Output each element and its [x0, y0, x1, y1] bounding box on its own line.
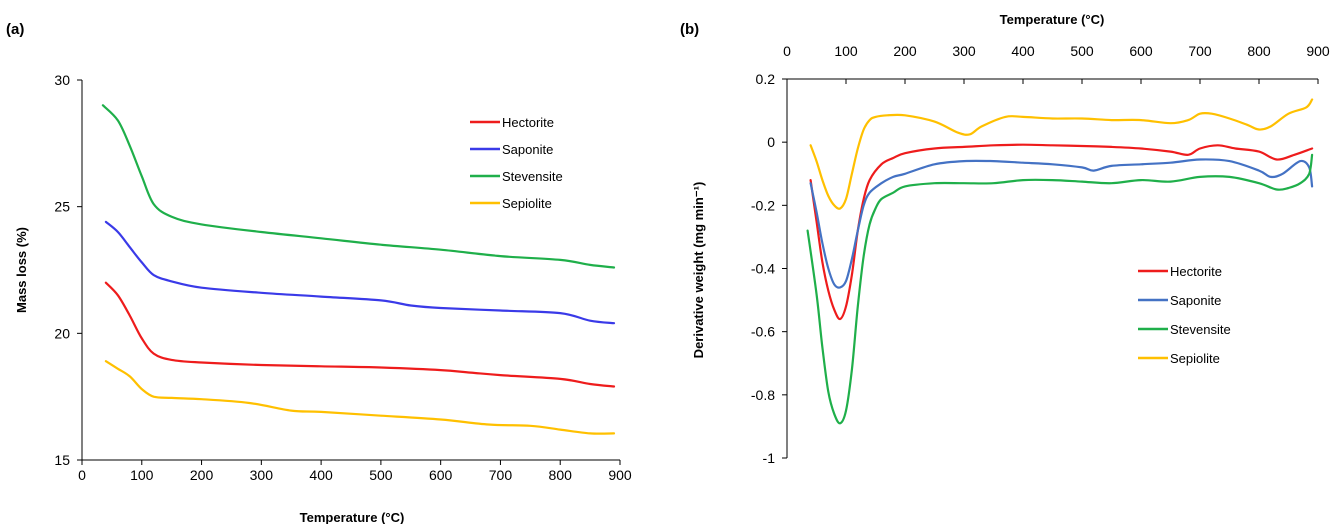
x-tick-label-b: 800 [1247, 43, 1271, 59]
y-tick-label-a: 15 [54, 452, 70, 468]
y-axis-title-b: Derivative weight (mg min⁻¹) [691, 182, 706, 359]
x-tick-label-a: 700 [489, 467, 513, 483]
x-tick-label-b: 700 [1188, 43, 1212, 59]
x-tick-label-b: 100 [834, 43, 858, 59]
x-tick-label-a: 100 [130, 467, 154, 483]
x-axis-title-b: Temperature (°C) [1000, 12, 1105, 27]
legend-label-sepiolite-a: Sepiolite [502, 196, 552, 211]
legend-label-saponite-b: Saponite [1170, 293, 1221, 308]
legend-label-hectorite-a: Hectorite [502, 115, 554, 130]
series-line-saponite-b [809, 158, 1314, 289]
x-axis-title-a: Temperature (°C) [300, 510, 405, 524]
x-tick-label-b: 900 [1306, 43, 1330, 59]
series-line-hectorite-b [809, 143, 1314, 321]
y-tick-label-a: 30 [54, 72, 70, 88]
x-tick-label-a: 800 [549, 467, 573, 483]
y-tick-label-b: -0.4 [751, 261, 775, 277]
series-line-sepiolite-a [104, 360, 616, 435]
legend-label-stevensite-b: Stevensite [1170, 322, 1231, 337]
x-tick-label-b: 600 [1129, 43, 1153, 59]
panel-label-b: (b) [680, 21, 699, 38]
y-axis-title-a: Mass loss (%) [14, 227, 29, 313]
series-line-saponite-a [104, 220, 616, 325]
y-tick-label-b: 0 [767, 134, 775, 150]
legend-a: Hectorite Saponite Stevensite Sepiolite [470, 115, 563, 211]
x-tick-label-a: 0 [78, 467, 86, 483]
x-tick-label-a: 600 [429, 467, 453, 483]
x-tick-label-a: 200 [190, 467, 214, 483]
chart-panel-a: (a) Mass loss (%) Temperature (°C) 0 100 2… [6, 21, 632, 524]
y-tick-label-b: -0.2 [751, 197, 775, 213]
y-tick-label-a: 20 [54, 325, 70, 341]
x-tick-label-b: 400 [1011, 43, 1035, 59]
chart-panel-b: (b) Temperature (°C) Derivative weight (… [680, 12, 1330, 466]
x-tick-label-b: 500 [1070, 43, 1094, 59]
x-tick-label-b: 0 [783, 43, 791, 59]
y-tick-label-a: 25 [54, 199, 70, 215]
x-tick-label-a: 300 [250, 467, 274, 483]
series-line-stevensite-a [101, 104, 616, 269]
legend-label-stevensite-a: Stevensite [502, 169, 563, 184]
series-line-stevensite-b [806, 153, 1314, 425]
y-tick-label-b: -0.6 [751, 324, 775, 340]
y-tick-label-b: -1 [763, 450, 776, 466]
panel-label-a: (a) [6, 21, 24, 38]
legend-label-saponite-a: Saponite [502, 142, 553, 157]
series-line-hectorite-a [104, 281, 616, 388]
legend-b: Hectorite Saponite Stevensite Sepiolite [1138, 264, 1231, 366]
x-tick-label-b: 200 [893, 43, 917, 59]
series-line-sepiolite-b [809, 98, 1314, 210]
y-tick-label-b: 0.2 [756, 71, 776, 87]
x-tick-label-b: 300 [952, 43, 976, 59]
legend-label-sepiolite-b: Sepiolite [1170, 351, 1220, 366]
legend-label-hectorite-b: Hectorite [1170, 264, 1222, 279]
y-tick-label-b: -0.8 [751, 387, 775, 403]
x-tick-label-a: 500 [369, 467, 393, 483]
x-tick-label-a: 900 [608, 467, 632, 483]
x-tick-label-a: 400 [309, 467, 333, 483]
